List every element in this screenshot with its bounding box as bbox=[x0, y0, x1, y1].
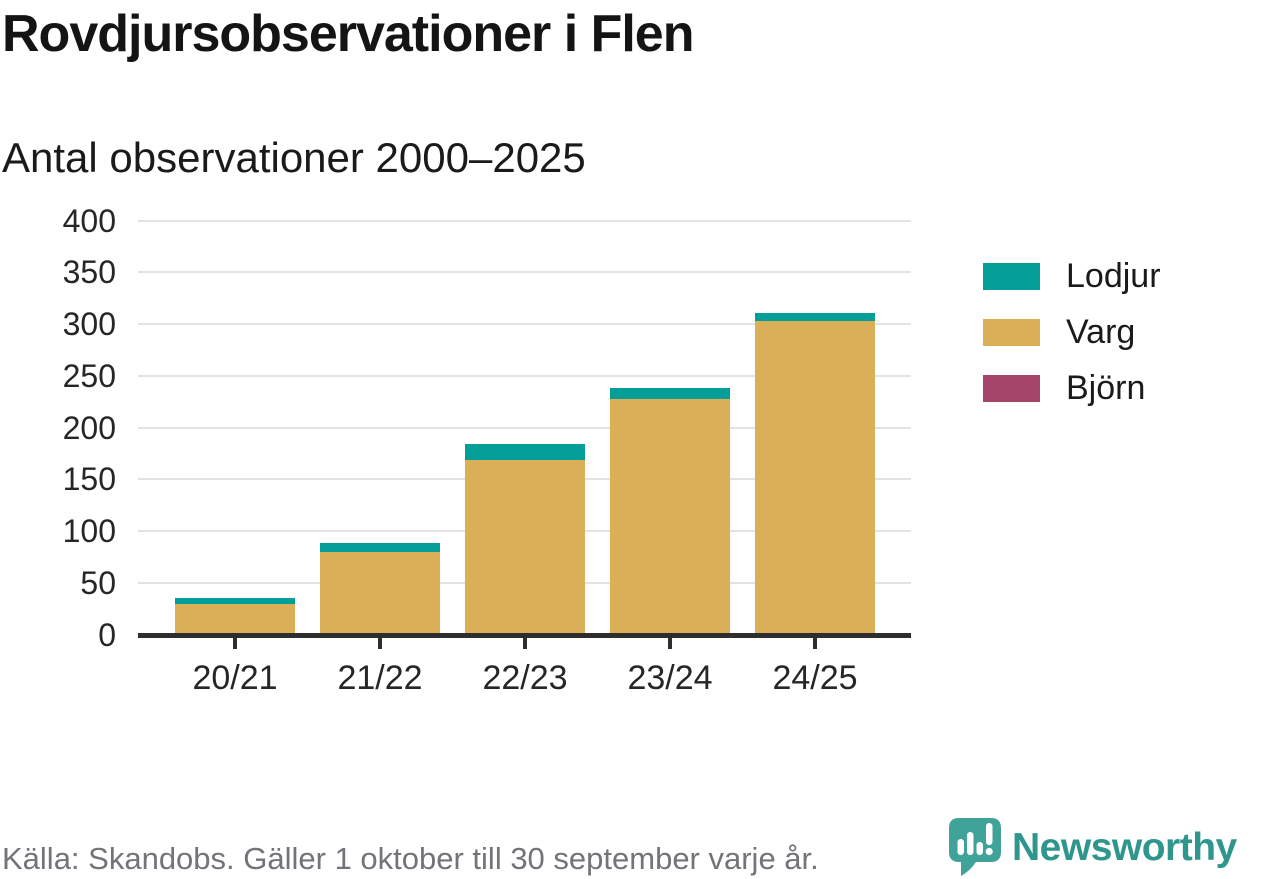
legend-label: Björn bbox=[1066, 369, 1146, 407]
bar-segment-lodjur bbox=[465, 443, 585, 461]
x-axis-tick-label: 20/21 bbox=[192, 659, 278, 697]
y-axis-tick-label: 200 bbox=[62, 409, 116, 446]
x-axis-tick-mark bbox=[813, 638, 817, 649]
legend-label: Varg bbox=[1066, 313, 1136, 351]
y-axis-tick-label: 400 bbox=[62, 202, 116, 239]
gridline bbox=[138, 323, 911, 325]
x-axis-tick-label: 21/22 bbox=[337, 659, 423, 697]
chart-subtitle: Antal observationer 2000–2025 bbox=[2, 134, 586, 181]
source-text: Källa: Skandobs. Gäller 1 oktober till 3… bbox=[2, 841, 819, 876]
legend-swatch bbox=[983, 375, 1040, 402]
legend-swatch bbox=[983, 319, 1040, 346]
legend-item: Varg bbox=[983, 313, 1161, 351]
legend-item: Björn bbox=[983, 369, 1161, 407]
newsworthy-logo-text: Newsworthy bbox=[1012, 825, 1237, 869]
bar-segment-lodjur bbox=[175, 597, 295, 604]
gridline bbox=[138, 426, 911, 429]
x-axis-line bbox=[138, 633, 911, 638]
bar-segment-lodjur bbox=[755, 313, 875, 322]
bar-segment-varg bbox=[320, 552, 440, 633]
newsworthy-logo: Newsworthy bbox=[949, 818, 1237, 877]
x-axis-tick-label: 23/24 bbox=[627, 659, 713, 697]
legend: Lodjur Varg Björn bbox=[983, 257, 1161, 407]
y-axis-tick-label: 150 bbox=[62, 461, 116, 498]
bar-segment-lodjur bbox=[610, 387, 730, 400]
y-axis-tick-label: 350 bbox=[62, 254, 116, 291]
legend-item: Lodjur bbox=[983, 257, 1161, 295]
gridline bbox=[138, 271, 911, 274]
chart-title: Rovdjursobservationer i Flen bbox=[2, 5, 694, 63]
y-axis-tick-label: 100 bbox=[62, 513, 116, 549]
legend-label: Lodjur bbox=[1066, 257, 1161, 295]
gridline bbox=[138, 374, 911, 377]
bar-segment-varg bbox=[755, 321, 875, 633]
x-axis-tick-label: 24/25 bbox=[772, 659, 858, 697]
y-axis-tick-label: 250 bbox=[62, 357, 116, 394]
x-axis-tick-mark bbox=[233, 638, 237, 649]
bar-segment-varg bbox=[175, 604, 295, 633]
bar-segment-varg bbox=[465, 460, 585, 633]
newsworthy-logo-icon bbox=[949, 818, 1001, 876]
x-axis-tick-mark bbox=[668, 638, 672, 649]
y-axis-tick-label: 300 bbox=[62, 306, 116, 342]
bar-segment-lodjur bbox=[320, 542, 440, 553]
bar-segment-varg bbox=[610, 399, 730, 633]
x-axis-tick-mark bbox=[378, 638, 382, 649]
legend-swatch bbox=[983, 263, 1040, 290]
x-axis-tick-mark bbox=[523, 638, 527, 649]
y-axis-tick-label: 50 bbox=[80, 564, 116, 601]
x-axis-tick-label: 22/23 bbox=[482, 659, 568, 697]
gridline bbox=[138, 219, 911, 222]
y-axis-tick-label: 0 bbox=[98, 616, 116, 653]
